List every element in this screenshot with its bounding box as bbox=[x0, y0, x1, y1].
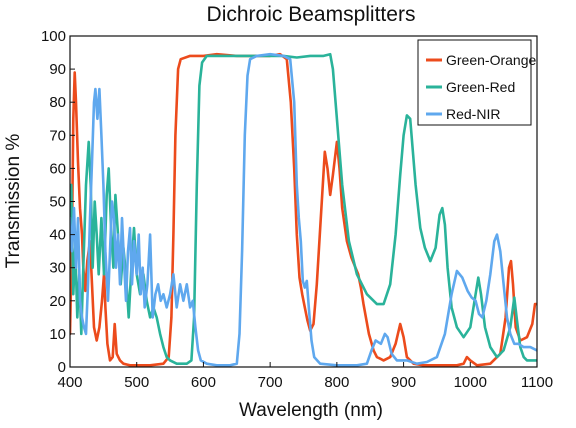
legend-label: Red-NIR bbox=[446, 106, 500, 122]
x-tick-label: 500 bbox=[124, 374, 149, 391]
series-layer bbox=[70, 52, 537, 367]
series-line-green-orange bbox=[70, 52, 537, 367]
x-tick-label: 800 bbox=[324, 374, 349, 391]
x-axis-title: Wavelength (nm) bbox=[239, 400, 383, 421]
legend-label: Green-Red bbox=[446, 79, 515, 95]
y-tick-label: 60 bbox=[49, 160, 66, 177]
x-tick-label: 900 bbox=[391, 374, 416, 391]
legend-label: Green-Orange bbox=[446, 52, 536, 68]
y-tick-label: 0 bbox=[58, 359, 66, 376]
legend-items: Green-Orange Green-Red Red-NIR bbox=[426, 52, 536, 122]
y-tick-label: 10 bbox=[49, 326, 66, 343]
chart-title: Dichroic Beamsplitters bbox=[207, 3, 416, 26]
y-tick-label: 20 bbox=[49, 293, 66, 310]
y-axis-title: Transmission % bbox=[3, 134, 24, 269]
series-line-red-nir bbox=[70, 52, 537, 367]
y-tick-label: 100 bbox=[41, 28, 66, 45]
x-tick-label: 700 bbox=[258, 374, 283, 391]
x-tick-label: 1000 bbox=[454, 374, 487, 391]
x-tick-label: 600 bbox=[191, 374, 216, 391]
y-axis-ticks: 0 10 20 30 40 50 60 70 80 90 100 bbox=[41, 28, 75, 376]
y-tick-label: 30 bbox=[49, 260, 66, 277]
y-tick-label: 80 bbox=[49, 94, 66, 111]
x-tick-label: 1100 bbox=[521, 374, 553, 391]
y-tick-label: 90 bbox=[49, 61, 66, 78]
legend-box bbox=[417, 39, 532, 126]
y-tick-label: 40 bbox=[49, 227, 66, 244]
x-axis-ticks: 400 500 600 700 800 900 1000 1100 bbox=[57, 362, 553, 391]
legend: Green-Orange Green-Red Red-NIR bbox=[417, 39, 536, 126]
y-tick-label: 70 bbox=[49, 127, 66, 144]
x-tick-label: 400 bbox=[57, 374, 82, 391]
y-tick-label: 50 bbox=[49, 194, 66, 211]
